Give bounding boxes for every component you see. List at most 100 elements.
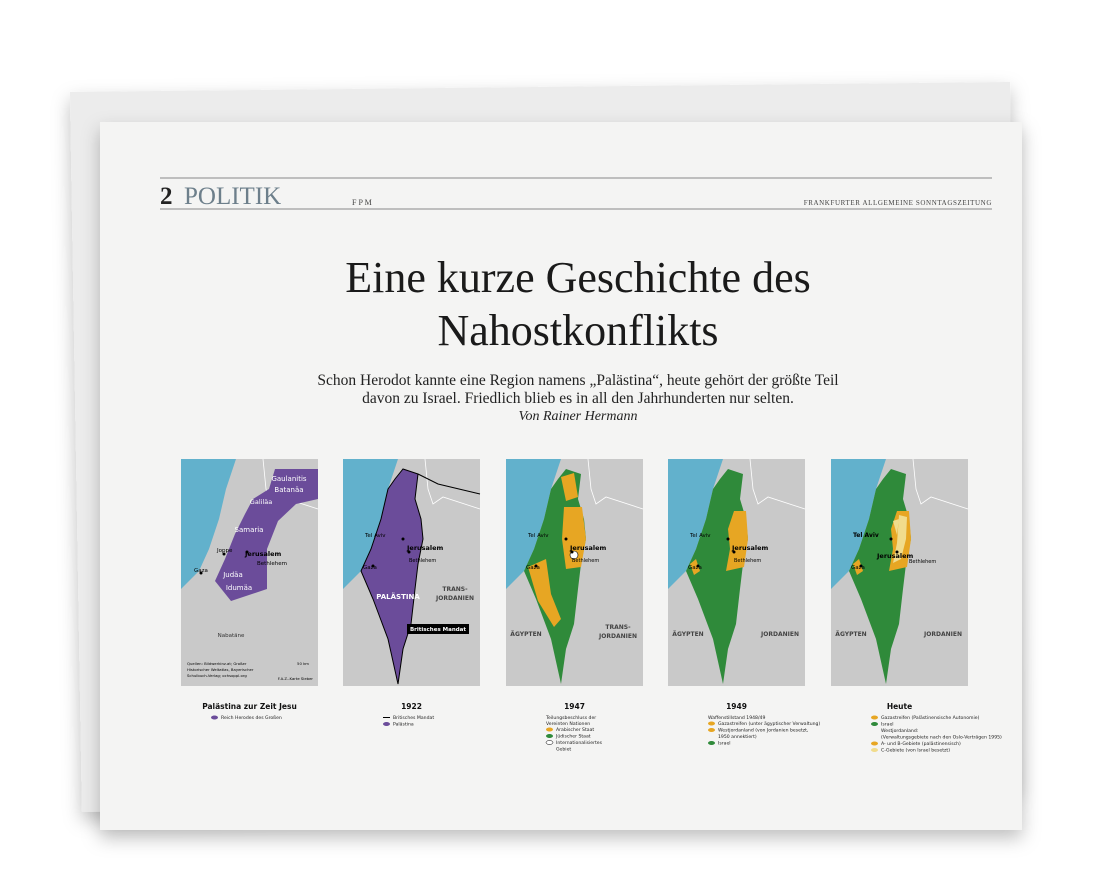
- map-label: Gaza: [363, 565, 377, 571]
- map-label: Joppe: [216, 548, 233, 554]
- legend-swatch: [708, 728, 715, 732]
- map-label: Gaza: [194, 568, 208, 574]
- border: [587, 458, 644, 510]
- page-number: 2: [160, 183, 173, 210]
- legend-swatch: [545, 740, 554, 745]
- map-panel: Tel Aviv Jerusalem Bethlehem Gaza PALÄSTINA T…: [343, 458, 481, 686]
- map-label: Jerusalem: [876, 552, 914, 560]
- legend-text: Westjordanland:: [881, 728, 919, 734]
- legend-text: Israel: [718, 741, 731, 747]
- headline: Eine kurze Geschichte des: [345, 253, 810, 302]
- map-caption: 1947: [564, 702, 585, 711]
- byline: Von Rainer Hermann: [519, 409, 638, 424]
- legend-note: Vereinten Nationen: [546, 721, 590, 727]
- map-label: Quellen: Bildwerkinz.at; Großer: [187, 661, 247, 666]
- map-label: Bethlehem: [572, 558, 599, 564]
- city-dot: [199, 571, 203, 575]
- legend-text: Gazastreifen (Palästinensische Autonomie…: [881, 715, 980, 721]
- map-label: 50 km: [297, 661, 309, 666]
- map-label: ÄGYPTEN: [672, 631, 703, 638]
- gaza-strip: [690, 559, 700, 575]
- gaza-strip: [853, 559, 863, 575]
- border: [417, 473, 481, 495]
- city-dot: [696, 564, 700, 568]
- legend-text: Jüdischer Staat: [555, 734, 591, 740]
- legend-text: Westjordanland (von Jordanien besetzt,: [718, 728, 809, 734]
- legend-text: Britisches Mandat: [393, 715, 434, 721]
- subtitle: Schon Herodot kannte eine Region namens …: [317, 372, 838, 389]
- map-label: Judäa: [222, 571, 243, 579]
- map-caption: 1922: [401, 702, 422, 711]
- map-label: Jerusalem: [406, 544, 444, 552]
- edition: F P M: [352, 198, 372, 207]
- legend-text: Gebiet: [556, 747, 571, 753]
- legend-text: Reich Herodes des Großen: [221, 715, 282, 721]
- map-label: Bethlehem: [909, 559, 936, 565]
- map-label: Jerusalem: [244, 550, 282, 558]
- legend-swatch: [871, 722, 878, 726]
- legend-swatch: [546, 734, 553, 738]
- city-dot: [726, 537, 730, 541]
- map-caption: 1949: [726, 702, 747, 711]
- legend-swatch: [546, 727, 553, 732]
- areas-ab: [893, 519, 899, 535]
- paper-name: FRANKFURTER ALLGEMEINE SONNTAGSZEITUNG: [804, 199, 992, 207]
- map-label: Gaza: [851, 565, 865, 571]
- city-dot: [222, 552, 226, 556]
- city-dot: [732, 550, 736, 554]
- map-label: JORDANIEN: [435, 595, 474, 602]
- legend-swatch: [871, 715, 878, 720]
- legend-swatch: [211, 715, 218, 720]
- city-dot: [371, 564, 375, 568]
- border: [912, 458, 969, 510]
- legend-text: Internationalisiertes: [556, 740, 603, 746]
- map-label: F.A.Z.-Karte Sieber: [278, 676, 314, 681]
- map-label: Batanäa: [274, 486, 303, 494]
- legend-text: 1950 annektiert): [718, 734, 757, 740]
- map-label: Historischer Weltatlas, Bayerischer: [187, 667, 254, 672]
- legend-note: Teilungsbeschluss der: [545, 715, 596, 721]
- map-caption: Palästina zur Zeit Jesu: [202, 702, 297, 711]
- map-label: JORDANIEN: [760, 631, 799, 638]
- map-label: Jerusalem: [731, 544, 769, 552]
- map-label: ÄGYPTEN: [835, 631, 866, 638]
- city-dot: [859, 564, 863, 568]
- border: [749, 458, 806, 510]
- city-dot: [570, 550, 574, 554]
- map-label: Tel Aviv: [853, 532, 879, 539]
- map-label: JORDANIEN: [923, 631, 962, 638]
- legend-text: Palästina: [393, 722, 414, 728]
- legend-text: (Verwaltungsgebiete nach den Oslo-Verträ…: [881, 735, 1002, 741]
- map-label: Tel Aviv: [364, 533, 386, 539]
- map-label: Schulbuch-Verlag; ochsoppl.org: [187, 673, 247, 678]
- arab-state: [528, 559, 561, 627]
- map-label: Bethlehem: [257, 561, 287, 567]
- subtitle: davon zu Israel. Friedlich blieb es in a…: [362, 390, 794, 407]
- map-label: Galiläa: [250, 498, 272, 506]
- legend-swatch: [708, 741, 715, 745]
- map-label: Tel Aviv: [689, 533, 711, 539]
- city-dot: [401, 537, 405, 541]
- map-label: PALÄSTINA: [376, 592, 420, 601]
- section: POLITIK: [184, 183, 281, 210]
- map-label: Idumäa: [226, 584, 252, 592]
- legend-text: Gazastreifen (unter ägyptischer Verwaltu…: [718, 721, 820, 727]
- headline: Nahostkonflikts: [437, 306, 718, 355]
- city-dot: [889, 537, 893, 541]
- legend-swatch: [708, 721, 715, 726]
- map-label: Britisches Mandat: [410, 627, 466, 633]
- legend-text: Arabischer Staat: [556, 727, 594, 733]
- arab-state: [562, 507, 586, 569]
- map-label: Bethlehem: [409, 558, 436, 564]
- legend-swatch: [383, 722, 390, 726]
- arab-state: [561, 473, 578, 501]
- city-dot: [564, 537, 568, 541]
- map-label: TRANS-: [605, 624, 631, 631]
- map-label: ÄGYPTEN: [510, 631, 541, 638]
- legend-swatch: [871, 748, 878, 752]
- legend-text: C-Gebiete (von Israel besetzt): [881, 748, 950, 754]
